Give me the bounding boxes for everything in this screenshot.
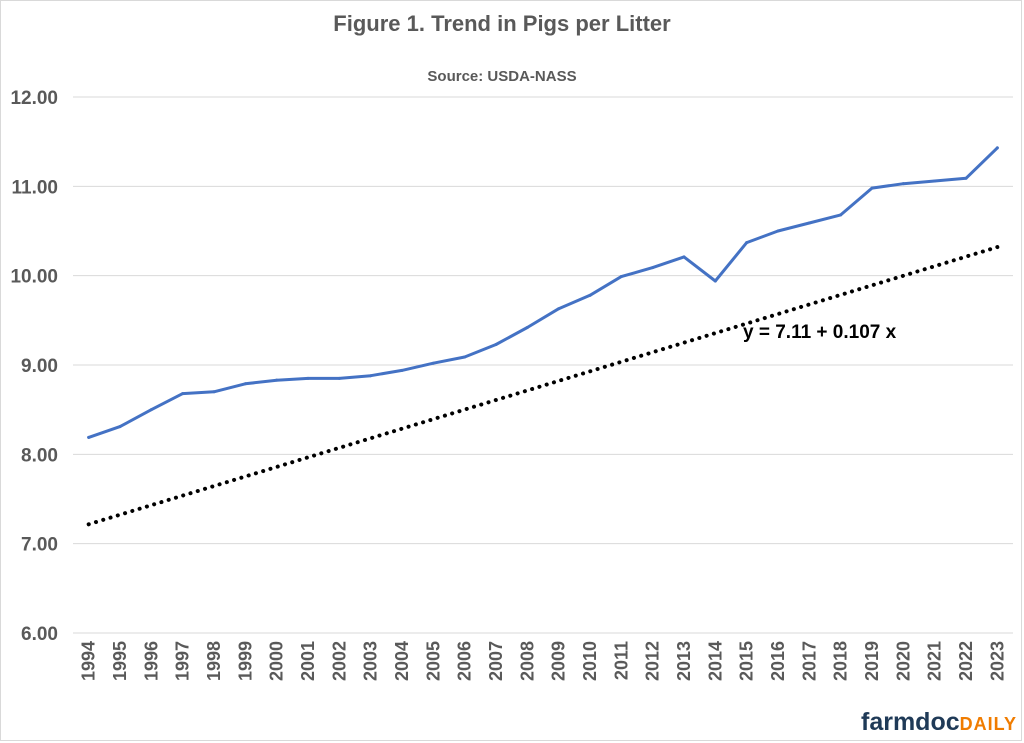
y-tick-label: 10.00 bbox=[10, 267, 58, 288]
series-line-pigs-per-litter bbox=[87, 146, 999, 439]
y-tick-label: 7.00 bbox=[21, 535, 58, 556]
data-point bbox=[745, 241, 749, 245]
data-point bbox=[306, 376, 310, 380]
y-tick-label: 9.00 bbox=[21, 356, 58, 377]
x-tick-label: 2000 bbox=[267, 641, 287, 681]
x-tick-label: 2011 bbox=[611, 641, 631, 680]
x-tick-label: 2020 bbox=[893, 641, 913, 681]
data-point bbox=[588, 293, 592, 297]
x-tick-label: 1998 bbox=[204, 641, 224, 681]
x-tick-label: 2002 bbox=[329, 641, 349, 681]
logo-part-farmdoc: farmdoc bbox=[861, 708, 960, 736]
x-tick-label: 2015 bbox=[737, 641, 757, 681]
data-point bbox=[463, 355, 467, 359]
chart-subtitle: Source: USDA-NASS bbox=[427, 68, 576, 85]
data-point bbox=[87, 435, 91, 439]
y-tick-label: 6.00 bbox=[21, 624, 58, 645]
x-tick-label: 2021 bbox=[925, 641, 945, 681]
data-point bbox=[933, 179, 937, 183]
x-tick-label: 2003 bbox=[361, 641, 381, 681]
data-point bbox=[557, 307, 561, 311]
y-tick-label: 11.00 bbox=[12, 177, 59, 198]
x-tick-label: 2001 bbox=[298, 641, 318, 681]
data-point bbox=[651, 266, 655, 270]
trendline bbox=[86, 245, 1000, 527]
data-point bbox=[776, 229, 780, 233]
x-tick-label: 1996 bbox=[141, 641, 161, 681]
data-point bbox=[337, 376, 341, 380]
data-point bbox=[995, 146, 999, 150]
y-axis-ticks: 12.00 11.00 10.00 9.00 8.00 7.00 6.00 bbox=[10, 88, 58, 645]
x-tick-label: 1999 bbox=[235, 641, 255, 681]
x-tick-label: 2017 bbox=[799, 641, 819, 681]
x-tick-label: 2005 bbox=[423, 641, 443, 681]
x-tick-label: 2013 bbox=[674, 641, 694, 681]
x-tick-label: 2008 bbox=[517, 641, 537, 681]
data-point bbox=[494, 342, 498, 346]
gridlines bbox=[73, 96, 1013, 634]
data-point bbox=[525, 325, 529, 329]
trend-equation-label: y = 7.11 + 0.107 x bbox=[743, 322, 897, 343]
data-point bbox=[369, 374, 373, 378]
y-tick-label: 8.00 bbox=[21, 445, 58, 466]
data-point bbox=[431, 361, 435, 365]
data-point bbox=[619, 275, 623, 279]
chart-title: Figure 1. Trend in Pigs per Litter bbox=[333, 11, 671, 36]
x-tick-label: 2006 bbox=[455, 641, 475, 681]
x-tick-label: 2023 bbox=[987, 641, 1007, 681]
x-tick-label: 2016 bbox=[768, 641, 788, 681]
data-point bbox=[682, 255, 686, 259]
data-point bbox=[149, 408, 153, 412]
x-tick-label: 2022 bbox=[956, 641, 976, 681]
data-point bbox=[212, 390, 216, 394]
data-point bbox=[839, 213, 843, 217]
data-point bbox=[181, 392, 185, 396]
x-tick-label: 1995 bbox=[110, 641, 130, 681]
data-point bbox=[807, 221, 811, 225]
x-tick-label: 2007 bbox=[486, 641, 506, 681]
data-point bbox=[713, 279, 717, 283]
logo-part-daily: DAILY bbox=[960, 714, 1017, 734]
series-group bbox=[87, 146, 999, 439]
x-tick-label: 2019 bbox=[862, 641, 882, 681]
trendline-group bbox=[86, 245, 1000, 527]
data-point bbox=[243, 382, 247, 386]
data-point bbox=[901, 182, 905, 186]
data-point bbox=[275, 378, 279, 382]
data-point bbox=[964, 176, 968, 180]
data-point bbox=[118, 425, 122, 429]
logo-text: farmdocDAILY bbox=[861, 708, 1017, 736]
x-tick-label: 2010 bbox=[580, 641, 600, 681]
x-tick-label: 2012 bbox=[643, 641, 663, 681]
y-tick-label: 12.00 bbox=[10, 88, 58, 109]
x-axis-ticks: 1994 1995 1996 1997 1998 1999 2000 2001 2002 2003… bbox=[79, 641, 1008, 681]
data-point bbox=[870, 186, 874, 190]
x-tick-label: 1994 bbox=[79, 641, 99, 681]
x-tick-label: 2018 bbox=[831, 641, 851, 681]
data-point bbox=[400, 368, 404, 372]
x-tick-label: 2004 bbox=[392, 641, 412, 681]
farmdoc-daily-logo: farmdocDAILY bbox=[861, 708, 1017, 736]
x-tick-label: 2014 bbox=[705, 641, 725, 681]
x-tick-label: 2009 bbox=[549, 641, 569, 681]
x-tick-label: 1997 bbox=[173, 641, 193, 681]
